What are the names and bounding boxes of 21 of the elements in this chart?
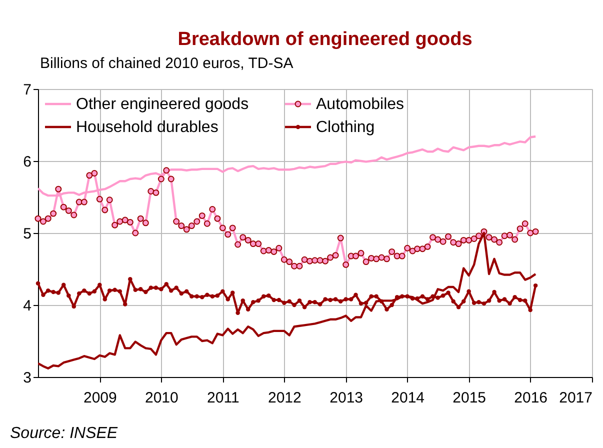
legend-label: Automobiles bbox=[316, 96, 404, 113]
x-tick-label: 2013 bbox=[330, 390, 364, 406]
x-tick-label: 2014 bbox=[391, 390, 425, 406]
legend-label: Clothing bbox=[316, 119, 375, 136]
x-tick-label: 2009 bbox=[83, 390, 117, 406]
legend-label: Household durables bbox=[76, 119, 218, 136]
legend-label: Other engineered goods bbox=[76, 96, 249, 113]
x-tick-label: 2011 bbox=[207, 390, 240, 406]
y-axis-title: Billions of chained 2010 euros, TD-SA bbox=[40, 55, 294, 72]
x-tick-label: 2010 bbox=[144, 390, 178, 406]
y-tick-label: 5 bbox=[23, 226, 32, 242]
y-tick-label: 6 bbox=[23, 154, 32, 170]
y-tick-label: 4 bbox=[23, 298, 32, 314]
x-tick-label: 2015 bbox=[452, 390, 486, 406]
chart-title: Breakdown of engineered goods bbox=[178, 29, 472, 50]
y-tick-label: 7 bbox=[23, 82, 32, 98]
x-tick-label: 2016 bbox=[514, 390, 548, 406]
x-tick-label: 2017 bbox=[559, 390, 592, 406]
y-tick-label: 3 bbox=[23, 370, 32, 386]
source-note: Source: INSEE bbox=[10, 425, 118, 442]
x-tick-label: 2012 bbox=[268, 390, 302, 406]
